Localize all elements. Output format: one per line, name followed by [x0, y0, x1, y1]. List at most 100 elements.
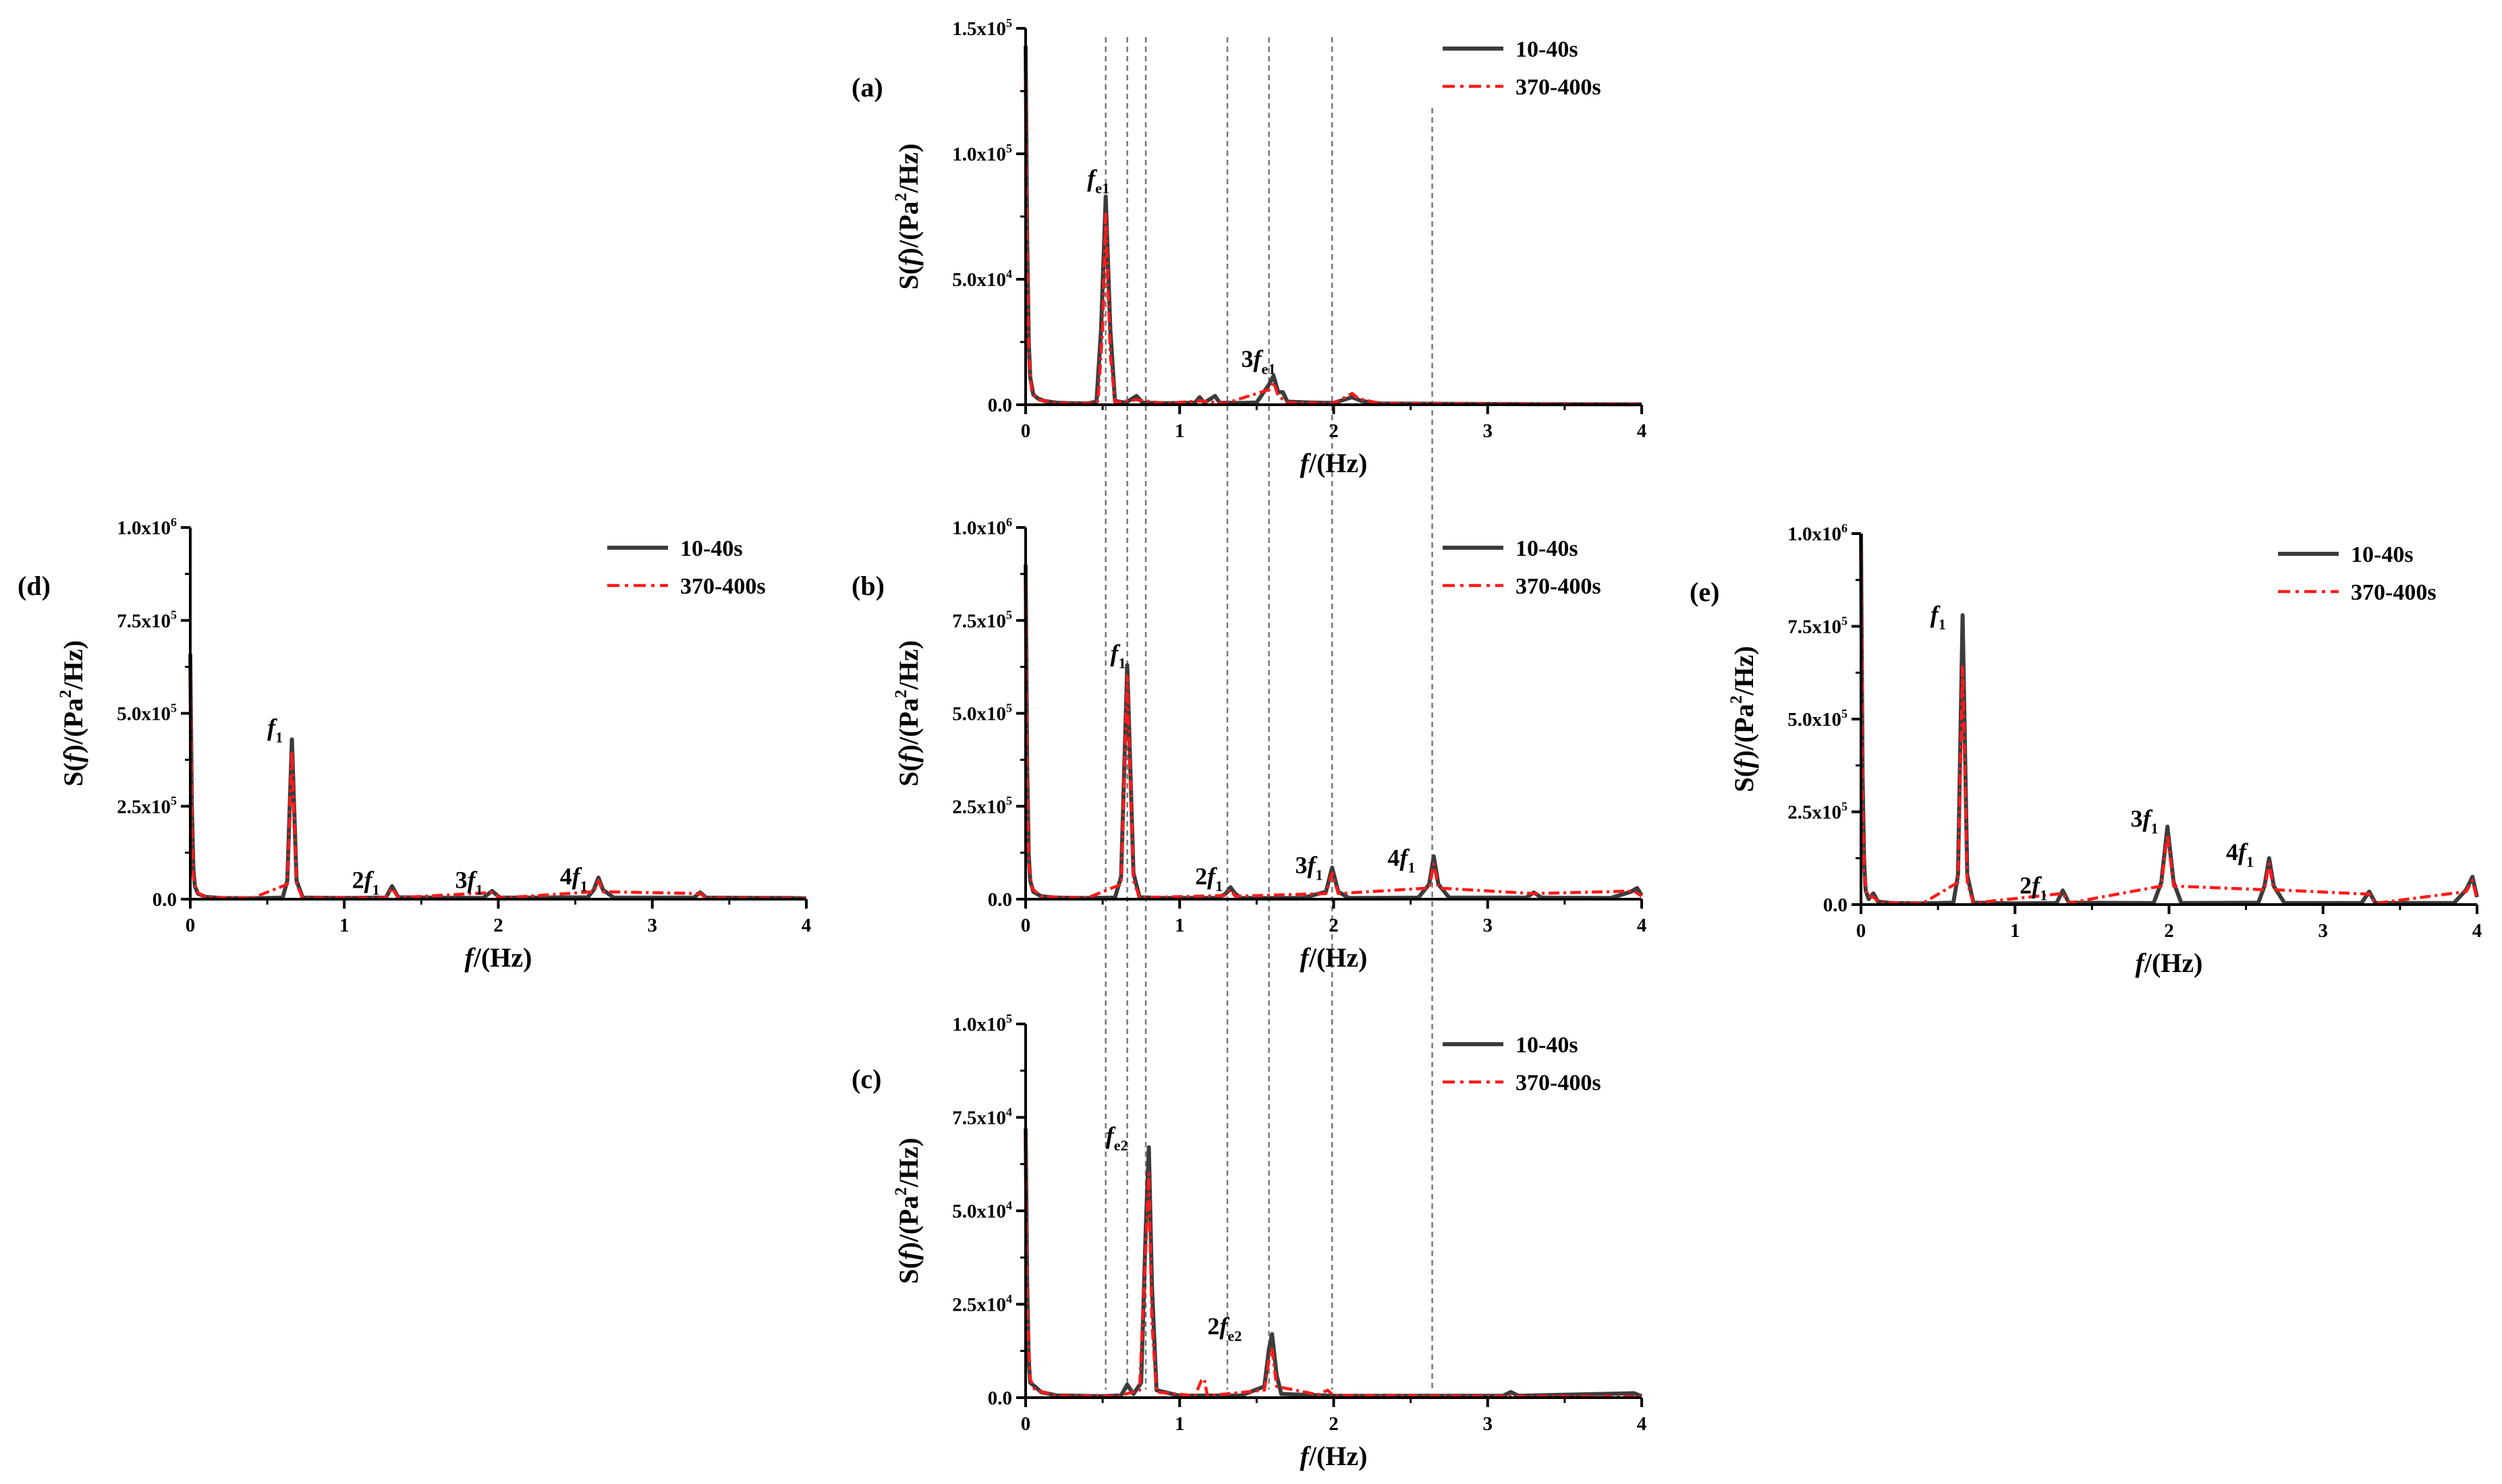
peak-annotation: 2fe2 [1207, 1313, 1242, 1344]
peak-annotation: 3fe1 [1242, 345, 1276, 377]
y-tick-label: 5.0x104 [952, 267, 1012, 291]
legend: 10-40s 370-400s [1443, 536, 1601, 599]
series-line-370-400s [1859, 552, 2479, 905]
panel-label: (b) [852, 571, 885, 601]
y-tick-label: 1.0x105 [952, 142, 1012, 165]
x-tick-label: 0 [1021, 420, 1031, 442]
x-tick-label: 1 [1175, 420, 1185, 442]
y-tick-label: 0.0 [1823, 894, 1847, 916]
y-tick-label: 0.0 [988, 395, 1012, 416]
y-tick-label: 0.0 [988, 889, 1012, 911]
series-line-10-40s [1024, 1129, 1643, 1398]
legend-label: 370-400s [1516, 75, 1601, 100]
peak-annotation: 4f1 [1387, 844, 1415, 876]
y-axis-title: S(f)/(Pa2/Hz) [892, 1138, 924, 1284]
y-axis-title: S(f)/(Pa2/Hz) [57, 640, 88, 787]
peak-annotation: 3f1 [455, 866, 483, 898]
x-tick-label: 2 [1329, 420, 1339, 442]
y-tick-label: 5.0x105 [117, 701, 177, 724]
legend-label: 370-400s [680, 574, 766, 599]
legend: 10-40s 370-400s [1443, 1033, 1601, 1095]
legend-label: 10-40s [1516, 1033, 1578, 1058]
x-tick-label: 2 [493, 915, 503, 936]
peak-annotation: f1 [1930, 601, 1946, 633]
x-tick-label: 4 [1637, 1413, 1647, 1435]
y-tick-label: 1.0x106 [1787, 521, 1847, 545]
peak-annotation: f1 [1111, 639, 1126, 671]
peak-annotation: 3f1 [2130, 805, 2158, 837]
harmonic-guide-lines [1105, 37, 1433, 1390]
y-tick-label: 5.0x105 [1787, 707, 1847, 731]
legend-label: 10-40s [680, 536, 743, 561]
panel-label: (c) [852, 1064, 881, 1094]
chart-panel-a: (a) 0 1 2 3 4 0.0 5.0x104 1.0x105 1.5x105 f/(Hz) S(… [852, 16, 1646, 478]
peak-annotation: 2f1 [1195, 863, 1223, 894]
x-tick-label: 4 [1637, 915, 1647, 936]
y-tick-label: 2.5x105 [1787, 799, 1847, 823]
y-tick-label: 1.5x105 [952, 16, 1012, 40]
series-line-370-400s [1024, 583, 1643, 900]
x-tick-label: 3 [1483, 915, 1493, 936]
x-axis-title: f/(Hz) [1300, 448, 1368, 478]
y-tick-label: 7.5x104 [952, 1105, 1012, 1129]
y-tick-label: 5.0x104 [952, 1199, 1012, 1222]
panel-label: (a) [852, 72, 883, 103]
peak-annotation: fe2 [1106, 1122, 1128, 1153]
series-line-370-400s [1024, 78, 1642, 406]
peak-annotation: 2f1 [2020, 872, 2047, 904]
legend-label: 370-400s [1516, 574, 1601, 599]
chart-panel-b: (b) 0 1 2 3 4 0.0 2.5x105 5.0x105 7.5x105 1.0x106 f… [852, 515, 1646, 973]
chart-panel-e: (e) 0 1 2 3 4 0.0 2.5x105 5.0x105 7.5x105 1.0x106 f… [1690, 521, 2482, 978]
chart-panel-d: (d) 0 1 2 3 4 0.0 2.5x105 5.0x105 7.5x105 1.0x106 f… [18, 515, 811, 973]
x-tick-label: 0 [1021, 1413, 1031, 1435]
y-tick-label: 1.0x105 [952, 1012, 1012, 1035]
y-tick-label: 0.0 [152, 889, 177, 911]
x-axis-title: f/(Hz) [2136, 948, 2203, 978]
x-tick-label: 1 [1175, 915, 1185, 936]
y-tick-label: 7.5x105 [117, 608, 177, 632]
x-tick-label: 4 [1637, 420, 1647, 442]
y-tick-label: 7.5x105 [1787, 614, 1847, 637]
peak-annotation: fe1 [1087, 165, 1109, 196]
series-line-10-40s [1024, 565, 1644, 901]
legend-label: 10-40s [2351, 542, 2414, 567]
legend-label: 10-40s [1516, 37, 1578, 62]
x-axis-title: f/(Hz) [1300, 1441, 1368, 1471]
x-tick-label: 3 [648, 915, 658, 936]
x-tick-label: 0 [1021, 915, 1031, 936]
y-tick-label: 2.5x105 [952, 794, 1012, 818]
y-tick-label: 5.0x105 [952, 701, 1012, 724]
peak-annotation: 2f1 [352, 866, 380, 898]
legend-label: 370-400s [1516, 1071, 1601, 1095]
series-line-370-400s [188, 676, 807, 901]
chart-panel-c: (c) 0 1 2 3 4 0.0 2.5x104 5.0x104 7.5x104 1.0x105 f… [852, 1012, 1646, 1471]
y-tick-label: 1.0x106 [117, 515, 177, 539]
x-tick-label: 1 [2010, 920, 2020, 942]
legend-label: 10-40s [1516, 536, 1578, 561]
series-line-10-40s [188, 654, 807, 901]
legend: 10-40s 370-400s [607, 536, 766, 599]
x-tick-label: 3 [1483, 420, 1493, 442]
legend-label: 370-400s [2351, 580, 2437, 605]
legend: 10-40s 370-400s [2278, 542, 2437, 605]
y-axis-title: S(f)/(Pa2/Hz) [892, 640, 924, 787]
x-tick-label: 3 [2318, 920, 2329, 942]
peak-annotation: 4f1 [560, 863, 588, 894]
y-tick-label: 1.0x106 [952, 515, 1012, 539]
peak-annotation: 3f1 [1295, 851, 1323, 883]
y-tick-label: 2.5x105 [117, 794, 177, 818]
x-tick-label: 4 [2472, 920, 2482, 942]
x-axis-title: f/(Hz) [1300, 942, 1368, 973]
legend: 10-40s 370-400s [1443, 37, 1601, 100]
x-tick-label: 0 [1856, 920, 1866, 942]
y-tick-label: 7.5x105 [952, 608, 1012, 632]
panel-label: (e) [1690, 577, 1719, 607]
x-tick-label: 2 [2164, 920, 2174, 942]
x-tick-label: 2 [1329, 1413, 1339, 1435]
x-tick-label: 1 [1175, 1413, 1185, 1435]
x-tick-label: 2 [1329, 915, 1339, 936]
x-axis-title: f/(Hz) [465, 942, 532, 973]
x-tick-label: 4 [802, 915, 812, 936]
panel-label: (d) [18, 571, 51, 601]
